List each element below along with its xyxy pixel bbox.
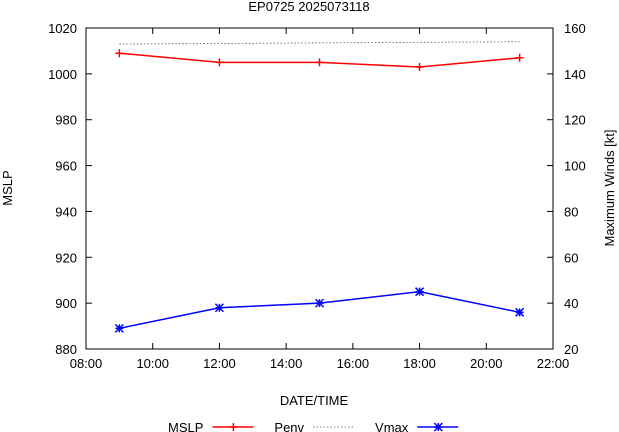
x-tick-label: 08:00 — [70, 356, 103, 371]
x-tick-label: 14:00 — [270, 356, 303, 371]
chart-title: EP0725 2025073118 — [248, 0, 369, 14]
y-left-tick-label: 900 — [55, 296, 77, 311]
data-point-vmax — [415, 287, 425, 297]
y-left-tick-label: 1020 — [48, 21, 77, 36]
y-left-tick-label: 880 — [55, 342, 77, 357]
legend-label-vmax: Vmax — [375, 420, 409, 432]
x-tick-label: 10:00 — [136, 356, 169, 371]
series — [114, 41, 525, 333]
y-right-tick-label: 20 — [564, 342, 578, 357]
x-tick-label: 16:00 — [337, 356, 370, 371]
y-left-tick-label: 940 — [55, 204, 77, 219]
x-tick-label: 22:00 — [537, 356, 570, 371]
series-line-vmax — [119, 290, 520, 330]
data-point-vmax — [214, 303, 224, 313]
x-tick-label: 20:00 — [470, 356, 503, 371]
data-point-vmax — [314, 298, 325, 308]
y-right-tick-label: 80 — [564, 204, 578, 219]
y-right-tick-label: 160 — [564, 21, 586, 36]
y-left-tick-label: 960 — [55, 159, 77, 174]
x-tick-label: 12:00 — [203, 356, 236, 371]
data-point-mslp — [115, 49, 124, 58]
legend-label-mslp: MSLP — [168, 420, 203, 432]
legend-marker-vmax — [433, 422, 443, 432]
y-left-tick-label: 920 — [55, 250, 77, 265]
y-right-tick-label: 120 — [564, 113, 586, 128]
data-point-mslp — [515, 53, 524, 62]
series-line-penv — [119, 41, 520, 45]
x-tick-label: 18:00 — [403, 356, 436, 371]
y-left-tick-label: 1000 — [48, 67, 77, 82]
data-point-mslp — [315, 58, 324, 67]
y-axis-right-title: Maximum Winds [kt] — [602, 129, 617, 246]
legend-label-penv: Penv — [274, 420, 304, 432]
legend: MSLP Penv Vmax — [168, 420, 459, 432]
y-right-tick-label: 100 — [564, 159, 586, 174]
plot-frame — [85, 27, 554, 350]
y-right-tick-label: 40 — [564, 296, 578, 311]
data-point-mslp — [415, 62, 424, 71]
y-axis-left-title: MSLP — [0, 170, 15, 205]
y-right-tick-label: 140 — [564, 67, 586, 82]
x-axis-title: DATE/TIME — [280, 393, 349, 408]
data-point-mslp — [215, 58, 224, 67]
y-right-tick-label: 60 — [564, 250, 578, 265]
y-left-tick-label: 980 — [55, 113, 77, 128]
legend-marker-mslp — [229, 423, 238, 431]
data-point-vmax — [515, 307, 525, 317]
ticks: 08:00 10:00 12:00 14:00 16:00 18:00 20:00 22:00… — [48, 21, 586, 371]
data-point-vmax — [114, 323, 124, 333]
